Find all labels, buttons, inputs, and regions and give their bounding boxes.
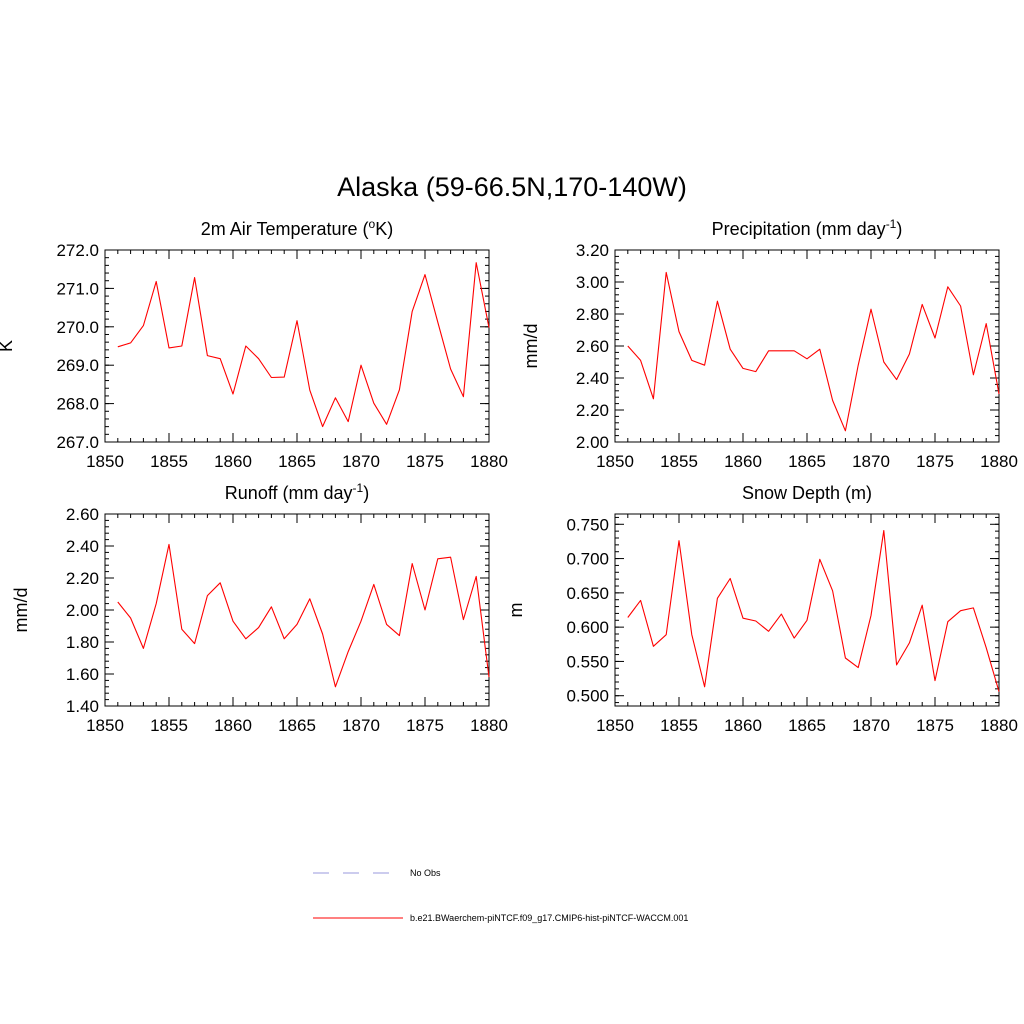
air-temperature-title-tail: K) bbox=[375, 219, 393, 239]
runoff-y-tick-label: 2.20 bbox=[66, 569, 99, 588]
runoff-title-superscript: -1 bbox=[353, 481, 364, 495]
runoff-plot-frame bbox=[104, 513, 490, 707]
runoff-y-tick-label: 2.40 bbox=[66, 537, 99, 556]
air-temperature-x-tick-label: 1855 bbox=[150, 452, 188, 471]
snow-depth-y-tick-label: 0.700 bbox=[566, 550, 609, 569]
precipitation-x-tick-label: 1870 bbox=[852, 452, 890, 471]
air-temperature-y-tick-label: 269.0 bbox=[56, 356, 99, 375]
air-temperature-y-tick-label: 270.0 bbox=[56, 318, 99, 337]
snow-depth-x-tick-label: 1855 bbox=[660, 716, 698, 735]
runoff-x-tick-label: 1860 bbox=[214, 716, 252, 735]
runoff-x-tick-label: 1855 bbox=[150, 716, 188, 735]
snow-depth-title-text: Snow Depth (m) bbox=[742, 483, 872, 503]
legend-label-no-obs: No Obs bbox=[410, 868, 441, 878]
precipitation-x-tick-label: 1880 bbox=[980, 452, 1018, 471]
precipitation-y-tick-label: 2.40 bbox=[576, 369, 609, 388]
air-temperature-x-tick-label: 1880 bbox=[470, 452, 508, 471]
air-temperature-x-tick-label: 1860 bbox=[214, 452, 252, 471]
precipitation-y-axis-label: mm/d bbox=[521, 324, 541, 369]
runoff-y-tick-label: 1.80 bbox=[66, 633, 99, 652]
runoff-y-tick-label: 1.60 bbox=[66, 665, 99, 684]
air-temperature-y-tick-label: 267.0 bbox=[56, 433, 99, 452]
air-temperature-x-tick-label: 1870 bbox=[342, 452, 380, 471]
legend: No Obs b.e21.BWaerchem-piNTCF.f09_g17.CM… bbox=[313, 868, 688, 923]
runoff-title-tail: ) bbox=[363, 483, 369, 503]
panel-runoff: 1850 1855 1860 1865 1870 1875 1880 1.40 1.60 1.80… bbox=[11, 481, 508, 735]
snow-depth-x-tick-label: 1860 bbox=[724, 716, 762, 735]
panel-precipitation: 1850 1855 1860 1865 1870 1875 1880 2.00 2.20 2.40… bbox=[521, 217, 1018, 471]
runoff-x-tick-label: 1865 bbox=[278, 716, 316, 735]
air-temperature-y-tick-label: 272.0 bbox=[56, 241, 99, 260]
precipitation-title: Precipitation (mm day-1) bbox=[712, 217, 903, 239]
runoff-y-tick-label: 1.40 bbox=[66, 697, 99, 716]
panel-air-temperature: 1850 1855 1860 1865 1870 1875 1880 267.0 268.0 26… bbox=[0, 217, 508, 471]
runoff-x-tick-label: 1850 bbox=[86, 716, 124, 735]
air-temperature-y-tick-label: 271.0 bbox=[56, 279, 99, 298]
precipitation-y-tick-label: 2.20 bbox=[576, 401, 609, 420]
snow-depth-x-tick-label: 1880 bbox=[980, 716, 1018, 735]
panel-snow-depth: 1850 1855 1860 1865 1870 1875 1880 0.500 0.550 0.… bbox=[506, 483, 1018, 735]
snow-depth-y-tick-label: 0.550 bbox=[566, 652, 609, 671]
precipitation-y-tick-label: 3.00 bbox=[576, 273, 609, 292]
precipitation-y-tick-label: 2.00 bbox=[576, 433, 609, 452]
air-temperature-title-text: 2m Air Temperature ( bbox=[201, 219, 369, 239]
snow-depth-y-tick-label: 0.600 bbox=[566, 618, 609, 637]
main-title: Alaska (59-66.5N,170-140W) bbox=[337, 172, 687, 202]
precipitation-title-tail: ) bbox=[896, 219, 902, 239]
precipitation-x-tick-label: 1855 bbox=[660, 452, 698, 471]
air-temperature-title: 2m Air Temperature (oK) bbox=[201, 217, 393, 239]
runoff-y-tick-label: 2.60 bbox=[66, 505, 99, 524]
snow-depth-y-tick-label: 0.500 bbox=[566, 687, 609, 706]
snow-depth-series-line bbox=[627, 529, 1000, 692]
air-temperature-x-tick-label: 1875 bbox=[406, 452, 444, 471]
legend-label-model: b.e21.BWaerchem-piNTCF.f09_g17.CMIP6-his… bbox=[410, 913, 688, 923]
runoff-y-axis-label: mm/d bbox=[11, 588, 31, 633]
runoff-x-tick-label: 1880 bbox=[470, 716, 508, 735]
air-temperature-y-tick-label: 268.0 bbox=[56, 395, 99, 414]
precipitation-plot-frame bbox=[614, 249, 1000, 443]
runoff-y-tick-label: 2.00 bbox=[66, 601, 99, 620]
precipitation-series-line bbox=[627, 271, 1000, 432]
air-temperature-series-line bbox=[117, 262, 490, 428]
precipitation-y-tick-label: 3.20 bbox=[576, 241, 609, 260]
air-temperature-title-superscript: o bbox=[369, 217, 376, 231]
snow-depth-title: Snow Depth (m) bbox=[742, 483, 872, 503]
air-temperature-y-axis-label: K bbox=[0, 340, 16, 352]
precipitation-title-text: Precipitation (mm day bbox=[712, 219, 886, 239]
air-temperature-plot-frame bbox=[104, 249, 490, 443]
snow-depth-x-tick-label: 1850 bbox=[596, 716, 634, 735]
snow-depth-x-tick-label: 1875 bbox=[916, 716, 954, 735]
snow-depth-y-tick-label: 0.650 bbox=[566, 584, 609, 603]
snow-depth-x-tick-label: 1870 bbox=[852, 716, 890, 735]
snow-depth-y-tick-label: 0.750 bbox=[566, 515, 609, 534]
precipitation-y-tick-label: 2.80 bbox=[576, 305, 609, 324]
air-temperature-x-tick-label: 1865 bbox=[278, 452, 316, 471]
snow-depth-x-tick-label: 1865 bbox=[788, 716, 826, 735]
runoff-title-text: Runoff (mm day bbox=[225, 483, 353, 503]
precipitation-title-superscript: -1 bbox=[886, 217, 897, 231]
precipitation-y-tick-label: 2.60 bbox=[576, 337, 609, 356]
runoff-series-line bbox=[117, 543, 490, 688]
runoff-x-tick-label: 1870 bbox=[342, 716, 380, 735]
snow-depth-plot-frame bbox=[614, 513, 1000, 707]
runoff-title: Runoff (mm day-1) bbox=[225, 481, 369, 503]
snow-depth-y-axis-label: m bbox=[506, 603, 526, 618]
precipitation-x-tick-label: 1875 bbox=[916, 452, 954, 471]
precipitation-x-tick-label: 1860 bbox=[724, 452, 762, 471]
precipitation-x-tick-label: 1865 bbox=[788, 452, 826, 471]
air-temperature-x-tick-label: 1850 bbox=[86, 452, 124, 471]
runoff-x-tick-label: 1875 bbox=[406, 716, 444, 735]
precipitation-x-tick-label: 1850 bbox=[596, 452, 634, 471]
